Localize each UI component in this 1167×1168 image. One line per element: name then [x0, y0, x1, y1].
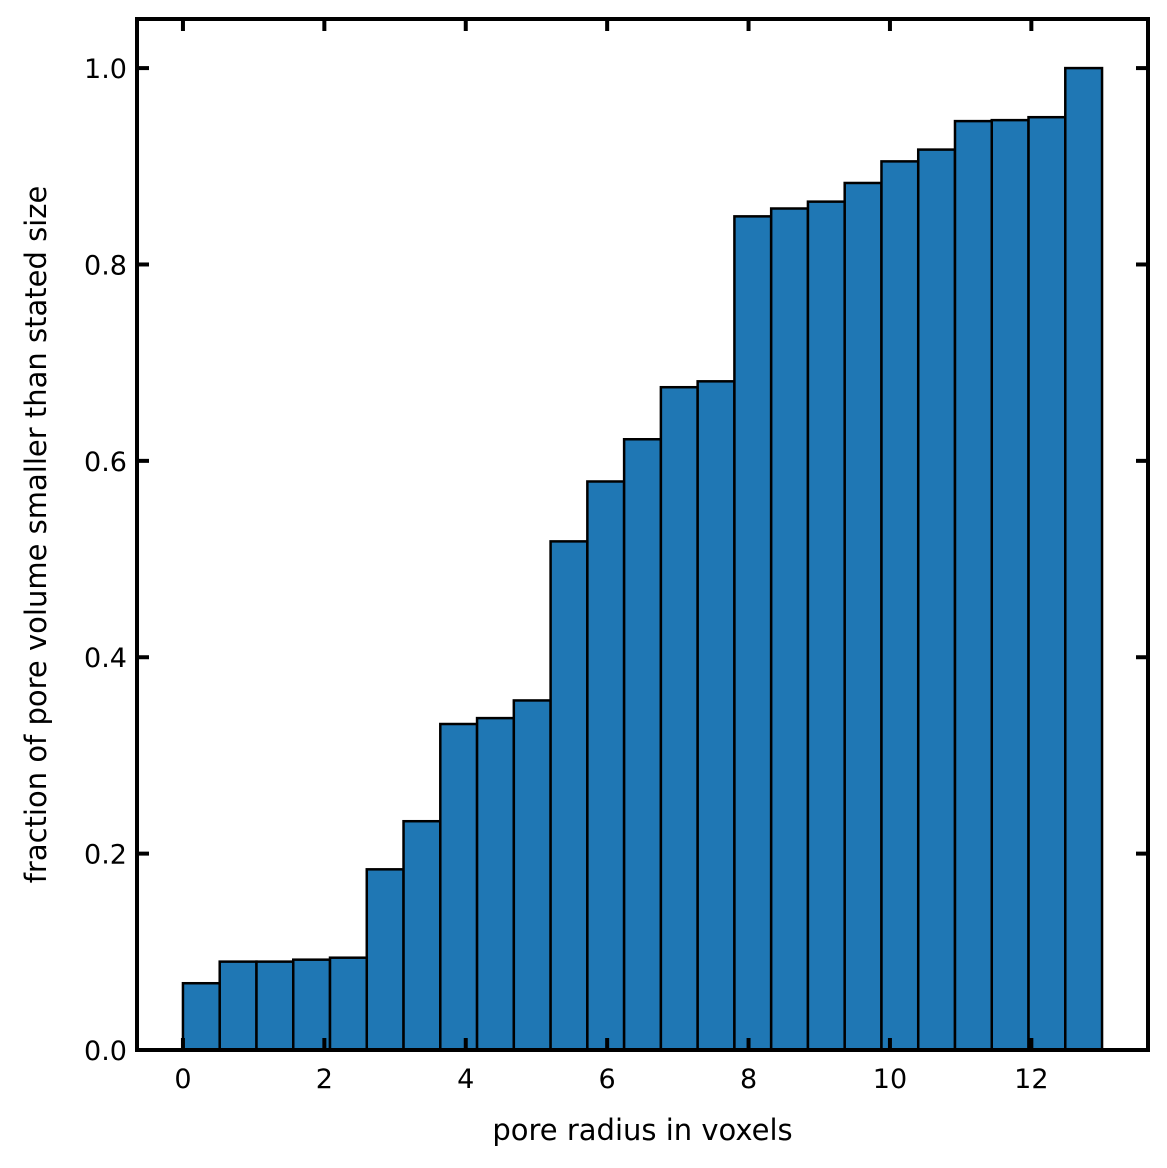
- x-tick-label-3: 6: [599, 1064, 616, 1095]
- bar-14: [696, 380, 736, 1052]
- bar-8: [475, 716, 516, 1052]
- bar-6: [402, 819, 442, 1052]
- y-tick-label-0: 0.0: [84, 1036, 127, 1067]
- bar-0: [181, 981, 221, 1052]
- tick-labels: 0 2 4 6 8 10 12 0.0 0.2 0.4 0.6 0.8 1.0: [84, 54, 1048, 1095]
- x-tick-label-0: 0: [174, 1064, 191, 1095]
- bar-3: [291, 958, 332, 1052]
- bar-2: [255, 960, 295, 1052]
- y-tick-label-5: 1.0: [84, 54, 127, 85]
- bar-18: [843, 181, 883, 1052]
- bar-22: [990, 118, 1030, 1052]
- bar-5: [365, 868, 405, 1052]
- plot-frame: [135, 17, 1150, 1052]
- bars: [181, 66, 1104, 1052]
- y-axis-label: fraction of pore volume smaller than sta…: [19, 186, 53, 884]
- bar-23: [1027, 115, 1067, 1052]
- y-tick-label-4: 0.8: [84, 250, 127, 281]
- bar-9: [512, 699, 552, 1052]
- bar-21: [953, 119, 994, 1052]
- bar-19: [880, 160, 920, 1052]
- x-axis-label: pore radius in voxels: [492, 1113, 792, 1147]
- x-tick-label-6: 12: [1014, 1064, 1048, 1095]
- bar-15: [733, 215, 773, 1052]
- bar-1: [218, 960, 258, 1052]
- bar-13: [659, 385, 699, 1052]
- bar-10: [549, 540, 589, 1052]
- x-tick-label-5: 10: [873, 1064, 907, 1095]
- bar-17: [806, 200, 846, 1052]
- x-tick-label-4: 8: [740, 1064, 757, 1095]
- x-tick-label-2: 4: [457, 1064, 474, 1095]
- y-tick-label-2: 0.4: [84, 643, 127, 674]
- bar-16: [769, 207, 810, 1052]
- x-tick-label-1: 2: [316, 1064, 333, 1095]
- y-tick-label-3: 0.6: [84, 447, 127, 478]
- bar-4: [328, 956, 369, 1052]
- bar-24: [1064, 66, 1104, 1052]
- bar-12: [622, 438, 663, 1052]
- y-tick-label-1: 0.2: [84, 840, 127, 871]
- bar-11: [586, 480, 626, 1052]
- bar-7: [439, 722, 479, 1052]
- bar-20: [916, 148, 957, 1052]
